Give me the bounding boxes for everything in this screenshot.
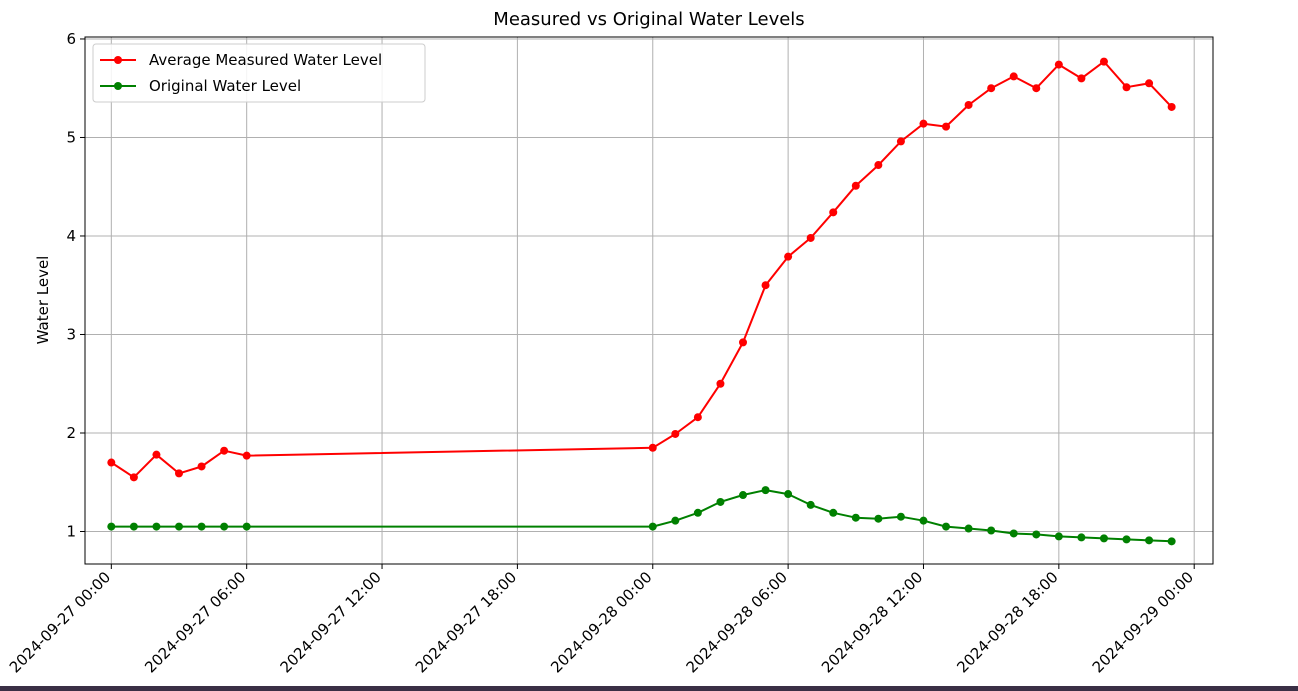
legend-marker	[114, 82, 122, 90]
axis-layer: 1 2 3 4 5 6 2024-09-27 00:00 2024-09-27 06:00 20…	[6, 30, 1197, 676]
data-point	[1054, 60, 1063, 69]
data-point	[919, 119, 928, 128]
y-tick-label: 5	[66, 128, 76, 146]
chart-title: Measured vs Original Water Levels	[493, 9, 804, 30]
data-point	[1099, 534, 1108, 543]
x-tick-label: 2024-09-27 12:00	[277, 568, 385, 676]
data-point	[1009, 72, 1018, 81]
data-point	[1054, 532, 1063, 541]
data-point	[739, 491, 747, 500]
y-tick-label: 6	[66, 30, 76, 48]
data-point	[964, 524, 973, 533]
data-point	[1077, 533, 1086, 542]
data-point	[761, 281, 770, 290]
data-point	[220, 446, 229, 455]
data-point	[874, 514, 883, 523]
data-point	[851, 513, 860, 522]
data-point	[761, 486, 770, 495]
data-point	[1077, 74, 1086, 83]
series-1	[107, 57, 1176, 482]
data-point	[693, 413, 702, 422]
x-tick-label: 2024-09-27 06:00	[141, 568, 249, 676]
plot-frame	[84, 36, 1214, 565]
data-point	[716, 379, 725, 388]
y-tick-label: 2	[66, 424, 76, 442]
data-point	[806, 500, 815, 509]
data-point	[648, 522, 657, 531]
data-point	[1009, 529, 1018, 538]
data-point	[152, 522, 161, 531]
y-tick-label: 4	[66, 227, 76, 245]
legend-box	[92, 43, 426, 103]
data-point	[175, 469, 183, 478]
data-point	[829, 208, 838, 217]
data-point	[739, 338, 747, 347]
series-line	[110, 60, 1173, 479]
data-point	[152, 450, 161, 459]
data-point	[919, 516, 928, 525]
y-axis-label: Water Level	[34, 256, 52, 345]
data-point	[693, 508, 702, 517]
data-point	[987, 526, 996, 535]
x-tick-label: 2024-09-28 18:00	[953, 568, 1061, 676]
legend-label: Original Water Level	[149, 77, 301, 95]
data-point	[1099, 57, 1108, 66]
data-point	[829, 508, 838, 517]
data-point	[671, 429, 680, 438]
data-point	[896, 512, 905, 521]
data-point	[942, 522, 951, 531]
data-point	[242, 522, 251, 531]
data-point	[784, 490, 793, 499]
data-point	[648, 443, 657, 452]
legend: Average Measured Water Level Original Wat…	[92, 43, 426, 103]
data-point	[851, 181, 860, 190]
x-tick-label: 2024-09-27 00:00	[6, 568, 114, 676]
legend-label: Average Measured Water Level	[149, 51, 382, 69]
series-2	[107, 486, 1176, 546]
x-tick-label: 2024-09-27 18:00	[412, 568, 520, 676]
data-point	[242, 451, 251, 460]
data-point	[716, 497, 725, 506]
data-point	[874, 161, 883, 170]
data-point	[1145, 79, 1154, 88]
data-point	[671, 516, 680, 525]
data-point	[1032, 530, 1041, 539]
x-tick-label: 2024-09-28 00:00	[547, 568, 655, 676]
x-tick-label: 2024-09-29 00:00	[1089, 568, 1197, 676]
data-point	[107, 522, 116, 531]
data-point	[107, 458, 116, 467]
data-point	[129, 473, 138, 482]
legend-marker	[114, 56, 122, 64]
data-point	[942, 122, 951, 131]
y-tick-label: 1	[66, 522, 76, 540]
data-point	[197, 462, 206, 471]
series-layer	[107, 57, 1176, 546]
data-point	[806, 233, 815, 242]
data-point	[964, 100, 973, 109]
data-point	[1032, 84, 1041, 93]
grid-layer	[85, 37, 1213, 564]
x-tick-label: 2024-09-28 12:00	[818, 568, 926, 676]
y-tick-label: 3	[66, 325, 76, 343]
data-point	[1122, 535, 1131, 544]
data-point	[1122, 83, 1131, 92]
data-point	[896, 137, 905, 146]
data-point	[220, 522, 229, 531]
data-point	[175, 522, 183, 531]
x-tick-label: 2024-09-28 06:00	[683, 568, 791, 676]
data-point	[784, 252, 793, 261]
data-point	[1145, 536, 1154, 545]
data-point	[1167, 102, 1176, 111]
data-point	[987, 84, 996, 93]
data-point	[129, 522, 138, 531]
data-point	[1167, 537, 1176, 546]
window-bottom-edge	[0, 686, 1298, 691]
data-point	[197, 522, 206, 531]
